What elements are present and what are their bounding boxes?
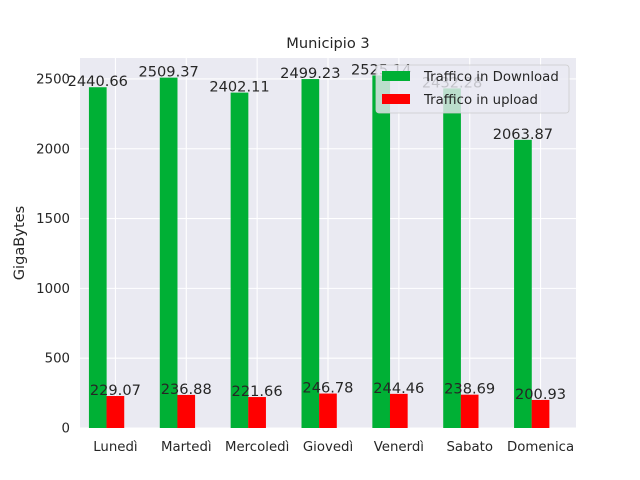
x-tick-label: Martedì [161, 439, 212, 455]
upload-bar-4 [319, 393, 337, 428]
x-tick-label: Domenica [507, 440, 574, 455]
upload-value-label: 229.07 [90, 382, 141, 399]
legend-swatch [382, 94, 410, 104]
y-tick-label: 2500 [36, 72, 70, 87]
upload-value-label: 244.46 [373, 380, 424, 397]
download-value-label: 2499.23 [280, 65, 340, 82]
y-tick-label: 0 [62, 422, 70, 437]
legend: Traffico in Download Traffico in upload [375, 64, 570, 114]
upload-value-label: 200.93 [515, 386, 566, 403]
y-tick-labels: 0 500 1000 1500 2000 2500 [36, 72, 70, 436]
upload-value-label: 236.88 [161, 381, 212, 398]
download-value-label: 2402.11 [209, 79, 269, 96]
download-value-label: 2509.37 [138, 64, 198, 81]
upload-value-label: 246.78 [302, 380, 353, 397]
download-bar-1 [88, 87, 107, 428]
x-tick-labels: Lunedì Martedì Mercoledì Giovedì Venerdì Saba… [93, 439, 574, 455]
download-bar-7 [514, 139, 532, 428]
x-tick-label: Sabato [446, 440, 493, 455]
bars [88, 75, 550, 428]
download-bar-5 [372, 75, 391, 428]
upload-value-label: 238.69 [444, 381, 495, 398]
upload-bar-3 [248, 397, 266, 428]
x-tick-label: Lunedì [93, 439, 137, 455]
y-tick-label: 1000 [36, 282, 70, 297]
y-tick-label: 2000 [36, 142, 70, 157]
download-bar-3 [230, 92, 249, 428]
upload-bar-6 [460, 394, 479, 428]
y-tick-label: 500 [45, 352, 70, 367]
download-bar-6 [443, 88, 461, 428]
download-bar-4 [301, 79, 320, 428]
upload-bar-5 [389, 393, 408, 428]
y-tick-label: 1500 [36, 212, 70, 227]
x-tick-label: Mercoledì [225, 439, 289, 455]
legend-box [375, 64, 570, 114]
legend-label: Traffico in Download [423, 70, 559, 85]
upload-bar-7 [531, 399, 550, 428]
x-tick-label: Giovedì [303, 439, 353, 455]
chart-title: Municipio 3 [286, 35, 369, 52]
legend-swatch [382, 71, 410, 81]
upload-value-label: 221.66 [232, 383, 283, 400]
upload-bar-1 [106, 396, 125, 428]
legend-label: Traffico in upload [423, 93, 538, 108]
download-value-label: 2440.66 [68, 73, 128, 90]
download-value-label: 2063.87 [493, 126, 553, 143]
upload-bar-2 [177, 394, 196, 428]
x-tick-label: Venerdì [374, 439, 424, 455]
download-bar-2 [159, 77, 178, 428]
y-axis-label: GigaBytes [11, 206, 28, 281]
